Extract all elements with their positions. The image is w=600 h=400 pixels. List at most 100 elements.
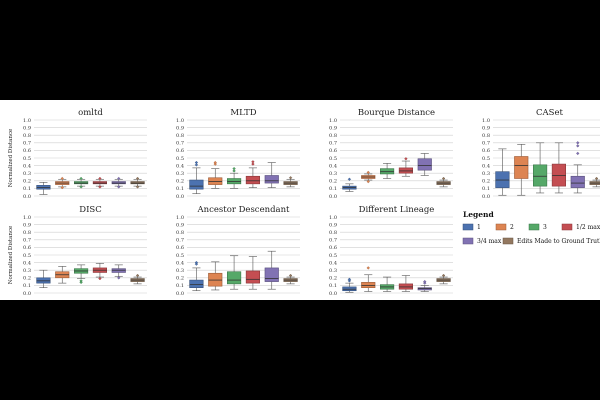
- box-edits-made-to-ground-truth: [130, 176, 145, 189]
- y-tick-label: 0.0: [176, 291, 184, 297]
- box-iqr: [533, 164, 548, 187]
- subplot-title: Bourque Distance: [358, 108, 435, 118]
- subplot-title: MLTD: [230, 108, 256, 118]
- outlier-point: [347, 177, 352, 181]
- outlier-point: [441, 176, 446, 181]
- outlier-point: [60, 185, 64, 190]
- legend-item-1: 1: [462, 223, 481, 231]
- outlier-point: [441, 273, 446, 278]
- box-2: [208, 160, 223, 189]
- subplot-caset: CASet 0.0 0.10.2 0.3 0.40.5 0.60.7 0.8 0.91.0: [482, 108, 600, 200]
- y-tick-label: 0.3: [23, 268, 31, 274]
- y-tick-label: 0.1: [176, 283, 184, 289]
- outlier-point: [79, 185, 83, 189]
- subplot-title: omltd: [78, 108, 103, 118]
- y-tick-label: 0.0: [329, 194, 337, 200]
- y-tick-label: 0.5: [482, 156, 490, 162]
- y-tick-label: 0.5: [176, 253, 184, 259]
- box-1-2-max: [398, 275, 413, 292]
- outlier-point: [366, 179, 370, 184]
- outlier-point: [213, 160, 217, 165]
- outlier-point: [576, 151, 580, 156]
- y-tick-label: 0.8: [176, 230, 184, 236]
- box-edits-made-to-ground-truth: [589, 176, 600, 188]
- subplot-title: Different Lineage: [359, 205, 435, 215]
- outlier-point: [98, 276, 102, 281]
- y-tick-label: 0.3: [329, 268, 337, 274]
- subplot-title: Ancestor Descendant: [197, 205, 291, 215]
- box-1-2-max: [92, 176, 107, 189]
- y-tick-label: 0.7: [176, 141, 184, 147]
- box-3-4-max: [111, 176, 126, 189]
- outlier-point: [194, 260, 199, 265]
- box-1-2-max: [245, 160, 260, 188]
- box-1: [36, 182, 51, 195]
- box-3-4-max: [111, 264, 126, 280]
- box-3: [227, 255, 242, 290]
- subplot-ancestor-descendant: Ancestor Descendant 0.0 0.10.2 0.3 0.40.5 0.6…: [176, 205, 300, 297]
- legend-swatch: [528, 223, 540, 231]
- y-tick-label: 0.1: [176, 186, 184, 192]
- box-2: [361, 266, 376, 292]
- outlier-point: [251, 160, 255, 164]
- outlier-point: [60, 176, 64, 181]
- box-iqr: [514, 156, 529, 179]
- outlier-point: [79, 176, 83, 181]
- legend-label: 3: [543, 224, 547, 231]
- box-1-2-max: [92, 263, 107, 281]
- y-tick-label: 0.4: [482, 163, 490, 169]
- y-axis-label: Normalized Distance: [8, 129, 14, 188]
- box-1: [36, 269, 51, 288]
- outlier-point: [366, 266, 370, 270]
- y-tick-label: 0.5: [23, 156, 31, 162]
- y-tick-label: 0.2: [176, 179, 184, 185]
- outlier-point: [232, 169, 236, 173]
- y-tick-label: 0.7: [329, 141, 337, 147]
- y-tick-label: 0.7: [23, 141, 31, 147]
- y-tick-label: 0.1: [23, 186, 31, 192]
- box-3: [74, 176, 89, 189]
- box-iqr: [245, 175, 260, 185]
- box-3-4-max: [570, 141, 585, 194]
- box-3-4-max: [264, 162, 279, 188]
- y-tick-label: 0.3: [176, 268, 184, 274]
- y-tick-label: 0.6: [23, 245, 31, 251]
- y-tick-label: 1.0: [23, 118, 31, 124]
- subplot-different-lineage: Different Lineage0.00.10.20.30.40.50.60.…: [329, 205, 453, 297]
- y-tick-label: 0.9: [23, 222, 31, 228]
- y-tick-label: 0.7: [23, 238, 31, 244]
- box-edits-made-to-ground-truth: [436, 176, 451, 188]
- box-3: [533, 142, 548, 194]
- y-tick-label: 0.3: [329, 171, 337, 177]
- legend-item-3-4-max: 3/4 max: [462, 237, 502, 245]
- y-tick-label: 0.2: [23, 276, 31, 282]
- box-edits-made-to-ground-truth: [436, 273, 451, 285]
- box-edits-made-to-ground-truth: [283, 176, 298, 188]
- figure-panel: omltd 0.0 0.1 0.2 0.3 0.4 0.5 0.6 0.7 0.8 0.9 1.0 No…: [0, 100, 600, 300]
- y-tick-label: 0.5: [176, 156, 184, 162]
- outlier-point: [404, 157, 408, 161]
- legend-label: 1/2 max: [576, 224, 600, 231]
- y-tick-label: 0.5: [23, 253, 31, 259]
- outlier-point: [347, 277, 352, 282]
- subplot-mltd: MLTD 0.0 0.10.2 0.3 0.40.5 0.60.7 0.8 0.91.0: [176, 108, 300, 200]
- y-tick-label: 0.9: [329, 125, 337, 131]
- legend-label: 3/4 max: [477, 238, 502, 245]
- y-tick-label: 0.9: [23, 125, 31, 131]
- subplot-title: CASet: [536, 108, 563, 118]
- legend-swatch: [462, 223, 474, 231]
- outlier-point: [576, 144, 580, 148]
- box-1: [189, 160, 204, 195]
- y-tick-label: 0.7: [329, 238, 337, 244]
- y-tick-label: 1.0: [23, 215, 31, 221]
- y-tick-label: 0.8: [176, 133, 184, 139]
- legend-swatch: [495, 223, 507, 231]
- y-tick-label: 0.6: [176, 148, 184, 154]
- y-tick-label: 0.5: [329, 253, 337, 259]
- box-1: [342, 277, 357, 293]
- outlier-point: [98, 176, 102, 181]
- y-tick-label: 0.5: [329, 156, 337, 162]
- y-tick-label: 0.1: [329, 186, 337, 192]
- y-tick-label: 0.8: [482, 133, 490, 139]
- legend-title: Legend: [463, 210, 495, 219]
